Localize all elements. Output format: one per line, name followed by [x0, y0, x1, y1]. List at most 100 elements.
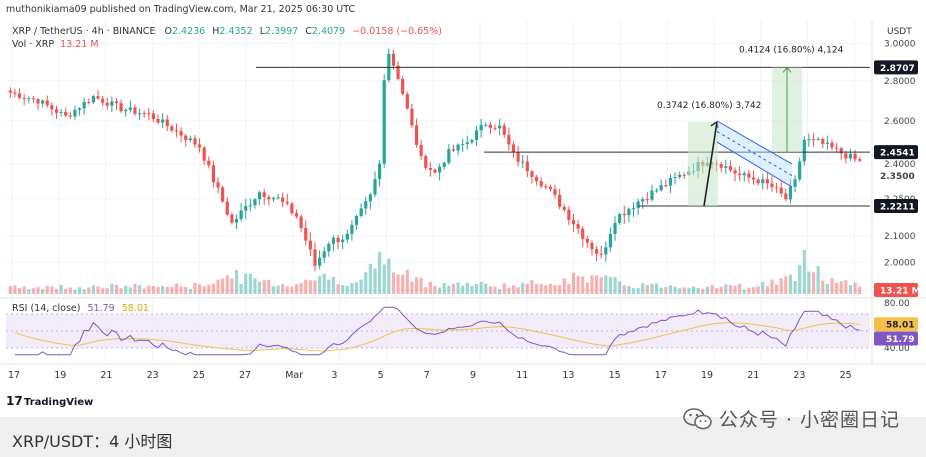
candle-body	[604, 247, 608, 255]
volume-bar	[433, 286, 437, 294]
candle-body	[641, 199, 645, 202]
volume-bar	[493, 286, 497, 294]
brand-name: TradingView	[24, 397, 93, 408]
y-tick-label: 2.4000	[884, 160, 916, 170]
volume-bar	[179, 286, 183, 294]
volume-bar	[696, 287, 700, 294]
volume-bar	[678, 288, 682, 294]
y-tick-label: 2.0000	[884, 259, 916, 269]
candle-body	[281, 197, 285, 202]
candle-body	[558, 194, 562, 207]
candle-body	[13, 92, 17, 94]
candle-body	[839, 148, 843, 154]
volume-bar	[738, 283, 742, 294]
volume-bar	[230, 278, 234, 294]
volume-bar	[165, 286, 169, 294]
candle-body	[354, 215, 359, 225]
volume-bar	[798, 264, 802, 294]
candle-body	[401, 78, 405, 94]
volume-bar	[622, 285, 626, 294]
candle-body	[174, 130, 179, 132]
candle-body	[234, 218, 239, 223]
candle-body	[853, 153, 857, 160]
candle-body	[534, 176, 539, 182]
candle-body	[317, 257, 322, 266]
volume-bar	[645, 285, 649, 294]
volume-bar	[211, 283, 216, 294]
candle-body	[784, 193, 788, 200]
volume-bar	[354, 282, 359, 294]
candle-body	[770, 183, 774, 188]
candle-body	[147, 113, 151, 115]
candle-body	[36, 99, 40, 104]
volume-bar	[576, 275, 580, 294]
y-tick-label: 2.8000	[884, 77, 916, 87]
volume-bar	[193, 282, 197, 294]
candle-body	[364, 201, 368, 209]
candle-body	[576, 224, 580, 229]
channel-upper[interactable]	[716, 120, 793, 165]
volume-bar	[378, 251, 382, 294]
volume-bar	[631, 288, 636, 294]
candle-body	[170, 126, 174, 131]
volume-bar	[414, 277, 419, 294]
volume-bar	[858, 286, 862, 294]
volume-bar	[45, 285, 49, 294]
volume-bar	[479, 281, 483, 294]
candle-body	[77, 108, 82, 110]
price-label-box	[874, 283, 918, 297]
volume-bar	[77, 287, 82, 294]
volume-bar	[641, 283, 645, 294]
volume-bar	[428, 281, 432, 294]
candle-body	[359, 208, 363, 216]
rsi-tick-label: 40.00	[884, 344, 910, 354]
candle-body	[244, 206, 248, 211]
candle-body	[327, 243, 331, 252]
candle-body	[788, 186, 793, 200]
volume-bar	[350, 283, 354, 294]
volume-bar	[373, 268, 377, 294]
x-tick-label: 15	[609, 370, 621, 381]
candle-body	[110, 101, 114, 106]
candle-body	[193, 138, 197, 145]
volume-bar	[387, 258, 391, 294]
price-label-box	[874, 168, 918, 183]
volume-bar	[654, 283, 659, 294]
candle-body	[124, 109, 128, 112]
volume-bar	[271, 286, 276, 294]
volume-bar	[825, 283, 829, 294]
candle-body	[654, 190, 659, 192]
measure-box[interactable]	[688, 121, 718, 206]
price-label: 2.8707	[880, 64, 915, 74]
volume-bar	[498, 288, 502, 294]
candle-body	[285, 201, 289, 204]
volume-bar	[31, 288, 35, 294]
volume-bar	[96, 286, 100, 294]
price-chart[interactable]: 0.3742 (16.80%) 3,742 0.4124 (16.80%) 4,1…	[0, 0, 926, 417]
channel-mid	[716, 131, 793, 177]
volume-bar	[59, 284, 63, 294]
candle-body	[479, 124, 483, 131]
candle-body	[498, 125, 502, 129]
x-tick-label: 21	[747, 370, 759, 381]
tradingview-mark-icon: 𝟭𝟳	[6, 394, 23, 408]
channel-lower[interactable]	[716, 141, 793, 188]
x-tick-label: 23	[793, 370, 805, 381]
volume-bar	[779, 278, 783, 294]
volume-bar	[151, 285, 156, 294]
x-tick-label: 19	[54, 370, 66, 381]
candle-body	[627, 208, 631, 216]
volume-bar	[142, 288, 146, 294]
candle-body	[779, 187, 783, 194]
x-tick-label: 25	[193, 370, 205, 381]
volume-bar	[710, 285, 714, 294]
volume-bar	[599, 277, 603, 294]
candle-body	[424, 156, 428, 169]
candle-body	[465, 142, 469, 145]
candle-body	[594, 249, 599, 254]
tradingview-logo[interactable]: 𝟭𝟳 TradingView	[6, 394, 93, 408]
candle-body	[428, 168, 432, 170]
volume-bar	[571, 272, 576, 294]
impulse-arrow	[703, 121, 718, 207]
candle-body	[41, 100, 45, 104]
